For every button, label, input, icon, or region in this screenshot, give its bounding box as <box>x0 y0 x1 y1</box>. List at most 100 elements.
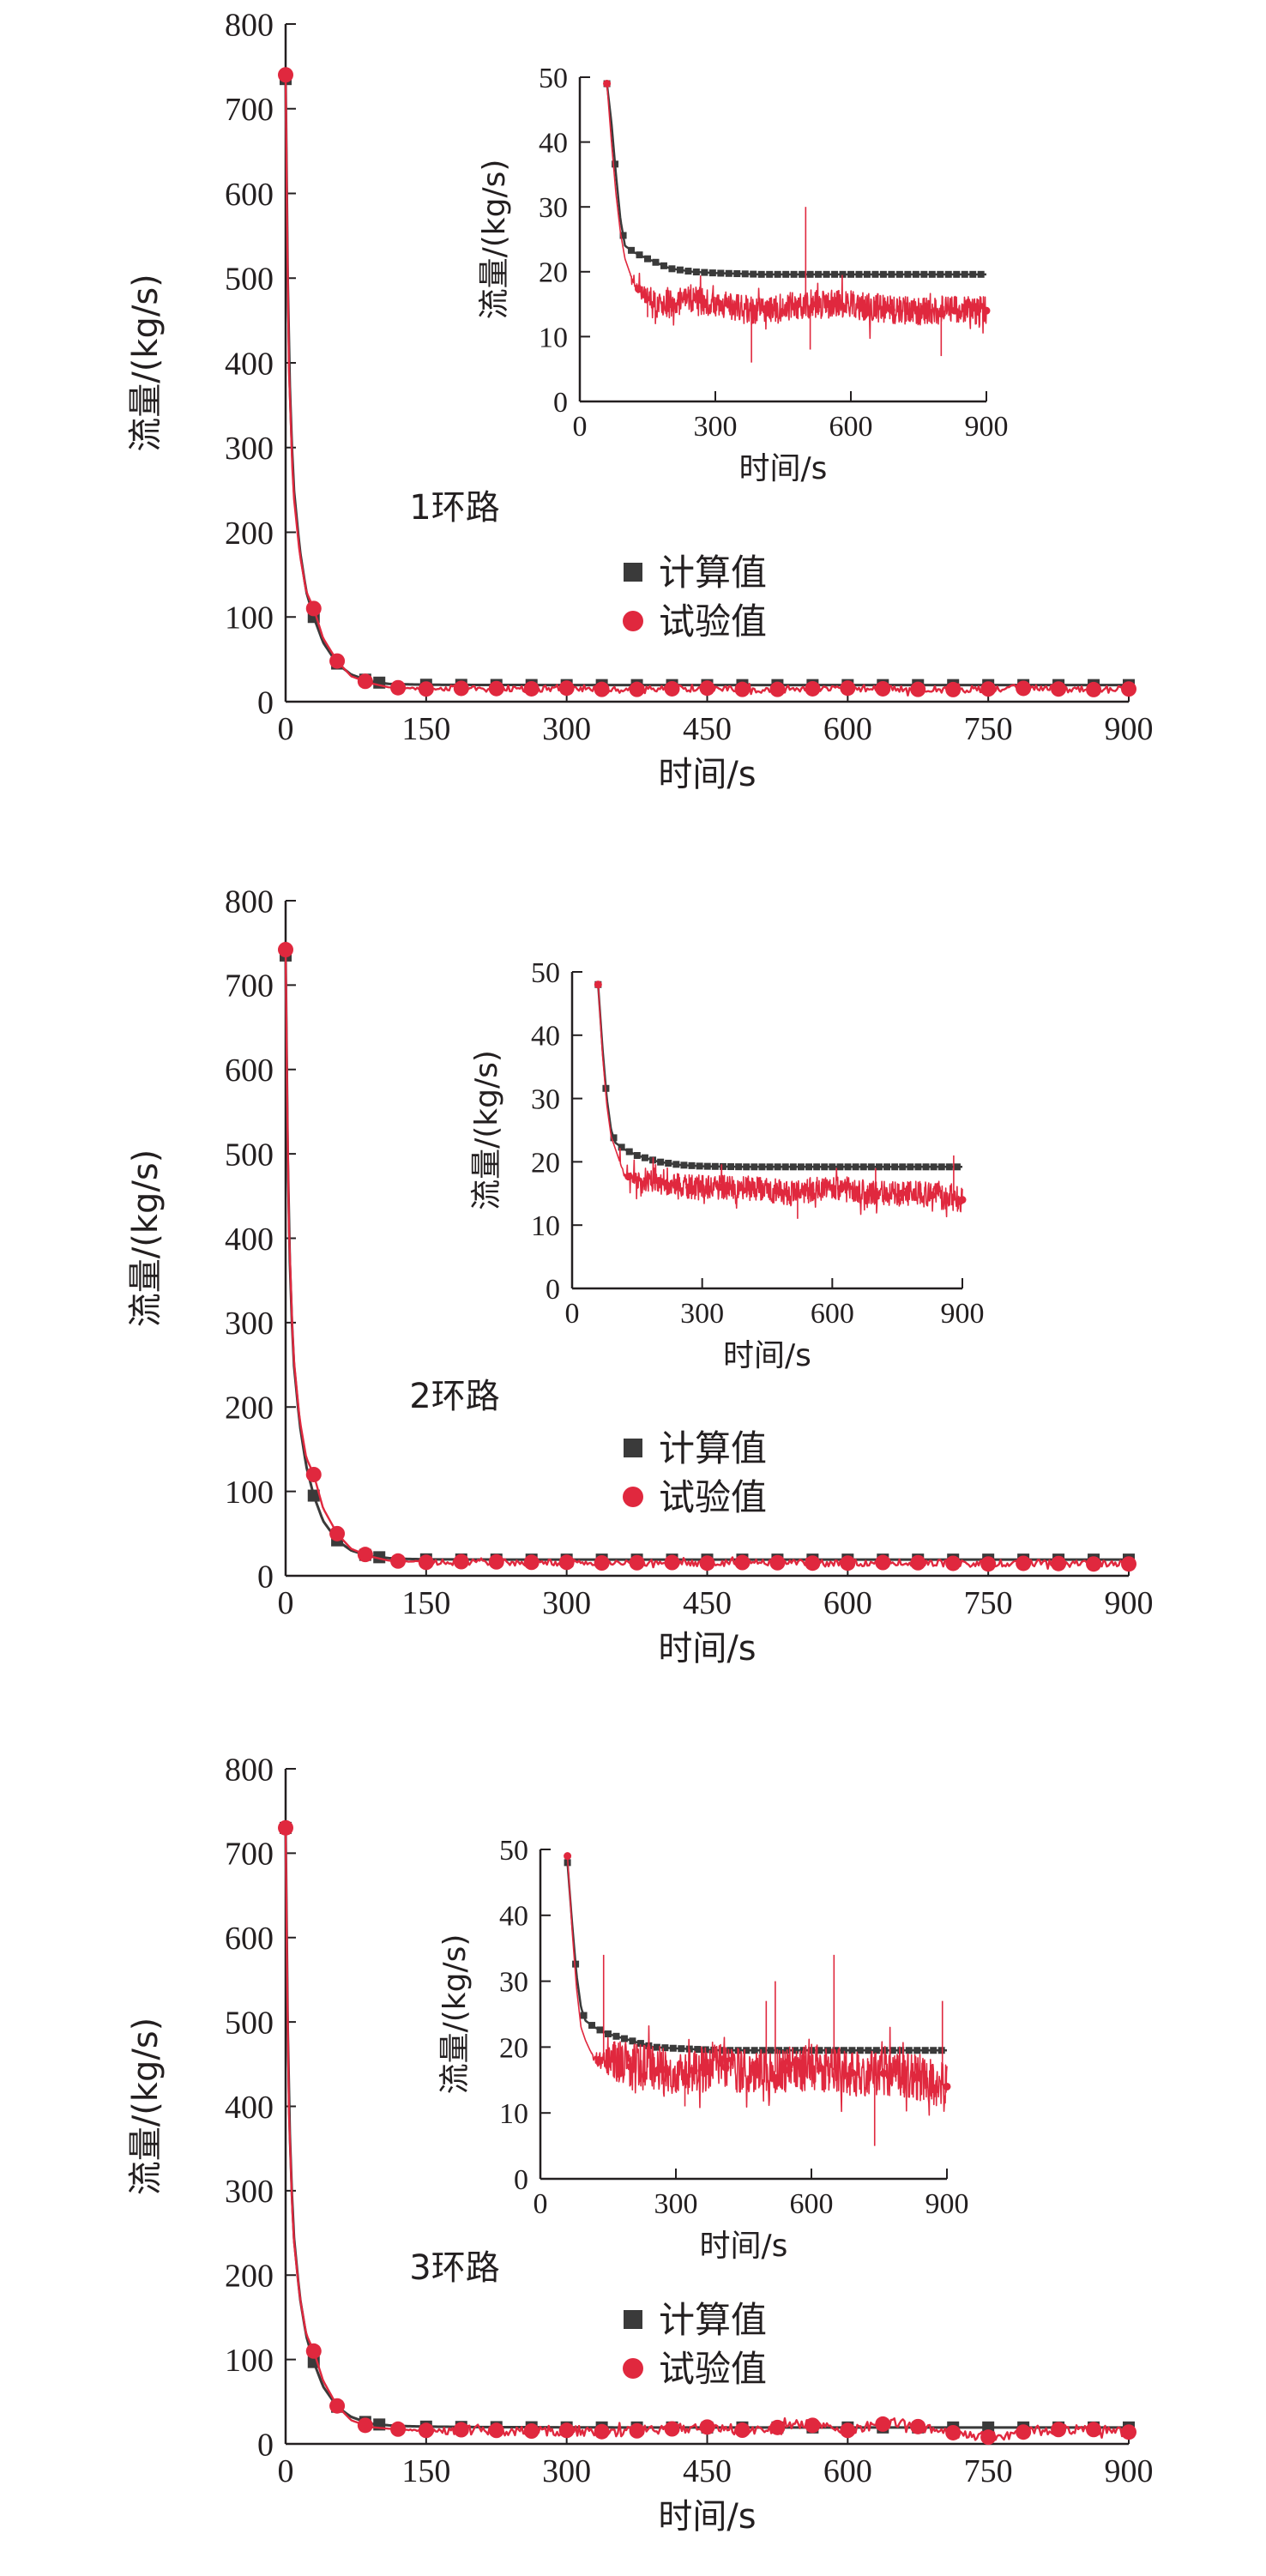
y-tick-label: 600 <box>225 177 274 213</box>
computed-point <box>708 269 716 277</box>
computed-point <box>612 160 619 168</box>
x-tick-label: 900 <box>941 1298 985 1330</box>
x-tick-label: 150 <box>401 2453 450 2489</box>
experimental-point <box>634 285 642 293</box>
experimental-point <box>629 1554 645 1571</box>
experimental-point <box>1051 1555 1067 1572</box>
experimental-point <box>305 1466 322 1482</box>
computed-point <box>718 2047 726 2054</box>
computed-point <box>692 268 700 276</box>
experimental-point <box>928 1191 937 1200</box>
computed-point <box>847 270 854 278</box>
experimental-point <box>418 1554 434 1571</box>
computed-point <box>792 2047 799 2054</box>
legend-computed-label: 计算值 <box>659 552 767 594</box>
computed-point <box>636 2040 644 2048</box>
computed-point <box>888 270 895 278</box>
x-tick-label: 300 <box>654 2188 698 2220</box>
computed-point <box>628 246 636 254</box>
y-tick-label: 700 <box>225 1837 274 1873</box>
experimental-point <box>753 2068 762 2077</box>
experimental-point <box>390 679 407 696</box>
experimental-point <box>523 2422 540 2439</box>
experimental-point <box>278 1819 293 1836</box>
computed-point <box>636 251 643 259</box>
y-tick-label: 0 <box>553 387 568 419</box>
experimental-point <box>980 1556 997 1572</box>
computed-point <box>633 1152 641 1160</box>
experimental-series-line <box>597 984 963 1218</box>
experimental-point <box>453 680 469 697</box>
experimental-point <box>919 306 927 315</box>
x-tick-label: 750 <box>964 1585 1013 1621</box>
y-tick-label: 500 <box>225 2005 274 2041</box>
experimental-point <box>729 303 738 311</box>
experimental-point <box>911 2073 919 2082</box>
x-tick-label: 900 <box>965 411 1009 443</box>
computed-point <box>688 1161 696 1169</box>
experimental-point <box>664 1554 680 1571</box>
computed-point <box>726 2047 734 2054</box>
computed-point <box>612 2032 620 2040</box>
computed-point <box>696 1162 703 1170</box>
computed-point <box>977 270 985 278</box>
x-tick-label: 750 <box>964 711 1013 747</box>
y-tick-label: 200 <box>225 516 274 552</box>
computed-point <box>668 265 676 273</box>
y-tick-label: 400 <box>225 346 274 382</box>
experimental-point <box>564 1852 572 1861</box>
y-tick-label: 200 <box>225 1391 274 1427</box>
legend-experimental-marker <box>623 1487 643 1507</box>
experimental-point <box>840 1555 856 1572</box>
y-axis-title: 流量/(kg/s) <box>126 1149 166 1328</box>
x-tick-label: 450 <box>683 711 732 747</box>
experimental-point <box>690 2066 698 2075</box>
computed-point <box>751 1163 758 1171</box>
y-tick-label: 50 <box>539 63 568 94</box>
experimental-point <box>558 2422 575 2439</box>
computed-point <box>920 270 928 278</box>
computed-point <box>840 2047 847 2054</box>
experimental-point <box>654 1177 663 1185</box>
computed-point <box>899 1163 907 1171</box>
x-axis-title: 时间/s <box>723 1338 811 1373</box>
computed-point <box>678 2045 685 2053</box>
computed-point <box>789 1163 797 1171</box>
experimental-point <box>847 2068 856 2077</box>
experimental-point <box>699 680 715 697</box>
experimental-point <box>629 2422 645 2439</box>
computed-point <box>676 266 684 274</box>
experimental-point <box>910 1554 926 1571</box>
computed-point <box>875 1163 883 1171</box>
x-tick-label: 150 <box>401 711 450 747</box>
experimental-point <box>594 2056 603 2065</box>
computed-point <box>836 1163 844 1171</box>
experimental-point <box>658 2066 666 2074</box>
computed-point <box>799 270 806 278</box>
experimental-point <box>357 1547 373 1563</box>
y-tick-label: 10 <box>531 1210 560 1242</box>
experimental-point <box>664 2421 680 2437</box>
computed-point <box>945 1163 953 1171</box>
experimental-point <box>488 2422 504 2439</box>
computed-series-line <box>597 984 962 1168</box>
computed-point <box>953 270 961 278</box>
computed-point <box>905 2047 913 2054</box>
experimental-point <box>805 1555 821 1572</box>
computed-point <box>823 2047 831 2054</box>
experimental-point <box>1051 681 1067 697</box>
computed-point <box>852 1163 859 1171</box>
experimental-point <box>305 600 322 617</box>
computed-point <box>829 1163 836 1171</box>
y-tick-label: 40 <box>531 1021 560 1053</box>
computed-point <box>897 2047 905 2054</box>
computed-point <box>766 270 774 278</box>
x-tick-label: 900 <box>1105 711 1154 747</box>
experimental-point <box>875 2416 891 2432</box>
experimental-point <box>805 2417 821 2434</box>
experimental-point <box>624 1173 633 1181</box>
x-tick-label: 600 <box>790 2188 834 2220</box>
experimental-point <box>357 2417 373 2434</box>
